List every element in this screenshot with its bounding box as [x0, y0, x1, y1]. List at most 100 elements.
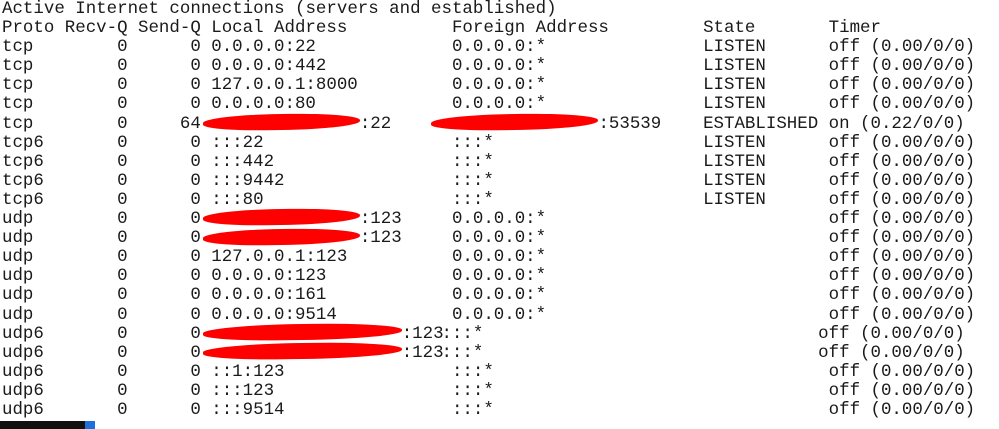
cell-timer: off (0.00/0/0): [828, 151, 976, 172]
cell-recvq: 0: [117, 380, 128, 401]
cell-recvq: 0: [117, 56, 128, 77]
cell-foreign: :::*: [451, 189, 494, 210]
table-row: udp 0 0:123 0.0.0.0:* off (0.00/0/0): [2, 208, 976, 230]
cell-foreign: 0.0.0.0:*: [451, 94, 547, 115]
cell-proto: tcp: [2, 75, 34, 96]
cell-local: 0.0.0.0:442: [211, 56, 327, 77]
cell-state: LISTEN: [703, 132, 766, 153]
title-line: Active Internet connections (servers and…: [2, 0, 557, 19]
cell-state: ESTABLISHED: [703, 113, 819, 134]
cell-local: 127.0.0.1:8000: [211, 75, 358, 96]
cell-foreign: :::*: [451, 132, 494, 153]
cell-proto: tcp: [2, 56, 34, 77]
cell-timer: off (0.00/0/0): [828, 56, 976, 77]
table-row: udp 0 0 0.0.0.0:123 0.0.0.0:* off (0.00/0/0): [2, 267, 975, 286]
cell-local: :123: [201, 322, 444, 344]
cell-state: LISTEN: [703, 75, 766, 96]
cell-sendq: 0: [190, 170, 201, 191]
cell-state: [703, 306, 829, 325]
cell-proto: tcp6: [2, 170, 44, 191]
table-row: tcp6 0 0:::80:::* LISTEN off (0.00/0/0): [2, 189, 975, 210]
cell-state: [693, 325, 819, 344]
cell-timer: off (0.00/0/0): [828, 94, 976, 115]
connection-rows: tcp 0 0 0.0.0.0:22 0.0.0.0:* LISTEN off (0.00/…: [2, 38, 975, 420]
table-row: udp6 0 0:::9514:::* off (0.00/0/0): [2, 399, 975, 420]
cell-timer: off (0.00/0/0): [818, 323, 965, 344]
cell-local-suffix: :22: [359, 113, 392, 134]
cell-sendq: 0: [190, 323, 201, 344]
cell-foreign: :::*: [451, 380, 494, 401]
cell-state: LISTEN: [703, 37, 766, 58]
cell-timer: off (0.00/0/0): [818, 342, 965, 363]
cell-foreign: 0.0.0.0:*: [451, 228, 547, 249]
cell-foreign: 0.0.0.0:*: [451, 209, 547, 230]
cell-recvq: 0: [117, 304, 128, 325]
cell-foreign: :::*: [451, 151, 494, 172]
cell-local-suffix: :123: [359, 209, 402, 230]
cell-state: [703, 248, 829, 267]
cell-proto: tcp: [2, 113, 34, 134]
table-row: udp6 0 0:123:::* off (0.00/0/0): [2, 341, 975, 363]
cell-foreign: 0.0.0.0:*: [451, 75, 547, 96]
table-row: udp 0 0 127.0.0.1:123 0.0.0.0:* off (0.00/0/0…: [2, 248, 975, 267]
cell-sendq: 0: [190, 285, 201, 306]
cell-local: :::22: [211, 132, 264, 153]
cell-local: 0.0.0.0:22: [211, 37, 316, 58]
cell-timer: off (0.00/0/0): [828, 361, 976, 382]
cell-timer: off (0.00/0/0): [828, 247, 976, 268]
cell-proto: tcp6: [2, 189, 44, 210]
cell-sendq: 0: [190, 151, 201, 172]
cell-sendq: 0: [190, 37, 201, 58]
header-row: Proto Recv-Q Send-Q Local Address Foreig…: [2, 18, 975, 39]
redaction-mark: [202, 208, 360, 227]
cell-recvq: 0: [117, 266, 128, 287]
cell-foreign-suffix: :53539: [598, 113, 662, 134]
cell-timer: off (0.00/0/0): [828, 228, 976, 249]
table-row: udp 0 0 0.0.0.0:161 0.0.0.0:* off (0.00/0/0): [2, 286, 975, 305]
cell-local: :::9514: [211, 399, 285, 420]
redaction-mark: [202, 341, 402, 361]
cell-timer: off (0.00/0/0): [828, 209, 976, 230]
cell-proto: udp6: [2, 399, 44, 420]
cell-sendq: 0: [190, 247, 201, 268]
cell-local: 0.0.0.0:161: [211, 285, 327, 306]
cell-recvq: 0: [117, 94, 128, 115]
cell-local: :::442: [211, 151, 275, 172]
header-state: State: [703, 18, 756, 39]
cell-sendq: 64: [179, 113, 201, 134]
cell-proto: udp6: [2, 361, 44, 382]
cell-local: :::123: [211, 380, 275, 401]
cell-recvq: 0: [117, 247, 128, 268]
cell-proto: udp6: [2, 323, 44, 344]
cell-foreign: :::*: [451, 399, 494, 420]
cell-timer: off (0.00/0/0): [828, 285, 976, 306]
taskbar-item[interactable]: [0, 421, 85, 429]
cell-foreign: 0.0.0.0:*: [451, 304, 547, 325]
cell-recvq: 0: [117, 228, 128, 249]
cell-local-suffix: :123: [359, 228, 402, 249]
cell-sendq: 0: [190, 304, 201, 325]
terminal-output: Active Internet connections (servers and…: [2, 0, 975, 420]
cell-state: [703, 229, 829, 248]
table-row: tcp 0 0 127.0.0.1:8000 0.0.0.0:* LISTEN off (0…: [2, 76, 975, 95]
cell-foreign: 0.0.0.0:*: [451, 56, 547, 77]
cell-proto: tcp6: [2, 132, 44, 153]
cell-state: LISTEN: [703, 56, 766, 77]
cell-state: [703, 267, 829, 286]
cell-foreign: :::*: [441, 342, 484, 363]
cell-local: 0.0.0.0:9514: [211, 304, 337, 325]
cell-proto: udp: [2, 304, 34, 325]
header-sendq: Send-Q: [138, 18, 201, 39]
table-row: tcp 0 0 0.0.0.0:22 0.0.0.0:* LISTEN off (0.00/…: [2, 38, 975, 57]
cell-proto: udp6: [2, 380, 44, 401]
cell-sendq: 0: [190, 266, 201, 287]
cell-state: [703, 382, 829, 401]
taskbar-accent: [85, 421, 95, 429]
cell-recvq: 0: [117, 132, 128, 153]
cell-local: 0.0.0.0:123: [211, 266, 327, 287]
cell-sendq: 0: [190, 94, 201, 115]
cell-state: [703, 286, 829, 305]
redaction-mark: [202, 112, 360, 132]
cell-state: [703, 210, 829, 229]
cell-proto: udp: [2, 247, 34, 268]
